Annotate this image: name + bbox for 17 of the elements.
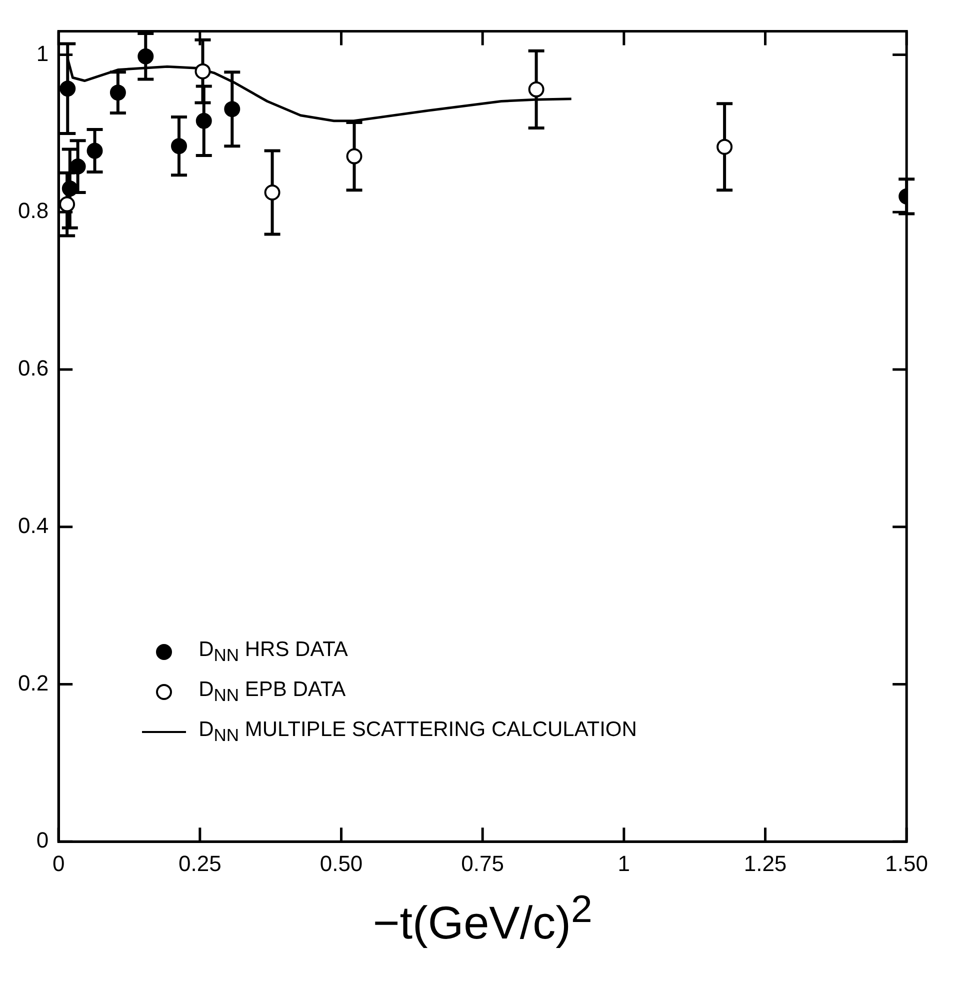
- x-tick-label: 0.50: [320, 850, 363, 876]
- y-tick-label: 0: [36, 828, 49, 853]
- x-tick-label: 0.25: [178, 850, 222, 876]
- y-tick-label: 0.6: [18, 356, 49, 381]
- legend-label: D$_{NN}$ EPB DATA: [198, 678, 346, 706]
- y-tick-label: 1: [36, 40, 49, 66]
- x-tick-label: 1: [618, 850, 630, 876]
- x-tick-label: 1.25: [744, 850, 787, 876]
- legend-label: D$_{NN}$ MULTIPLE SCATTERING CALCULATION: [198, 718, 637, 746]
- x-tick-label: 1.50: [885, 850, 928, 876]
- y-tick-label: 0.8: [18, 198, 49, 224]
- y-tick-label: 0.2: [18, 670, 49, 696]
- x-axis-title: −t(GeV/c)$^{2}$: [372, 888, 594, 950]
- x-tick-label: 0.75: [461, 850, 504, 876]
- x-tick-label: 0: [52, 850, 65, 876]
- y-tick-label: 0.4: [18, 512, 49, 538]
- legend-label: D$_{NN}$ HRS DATA: [198, 638, 348, 666]
